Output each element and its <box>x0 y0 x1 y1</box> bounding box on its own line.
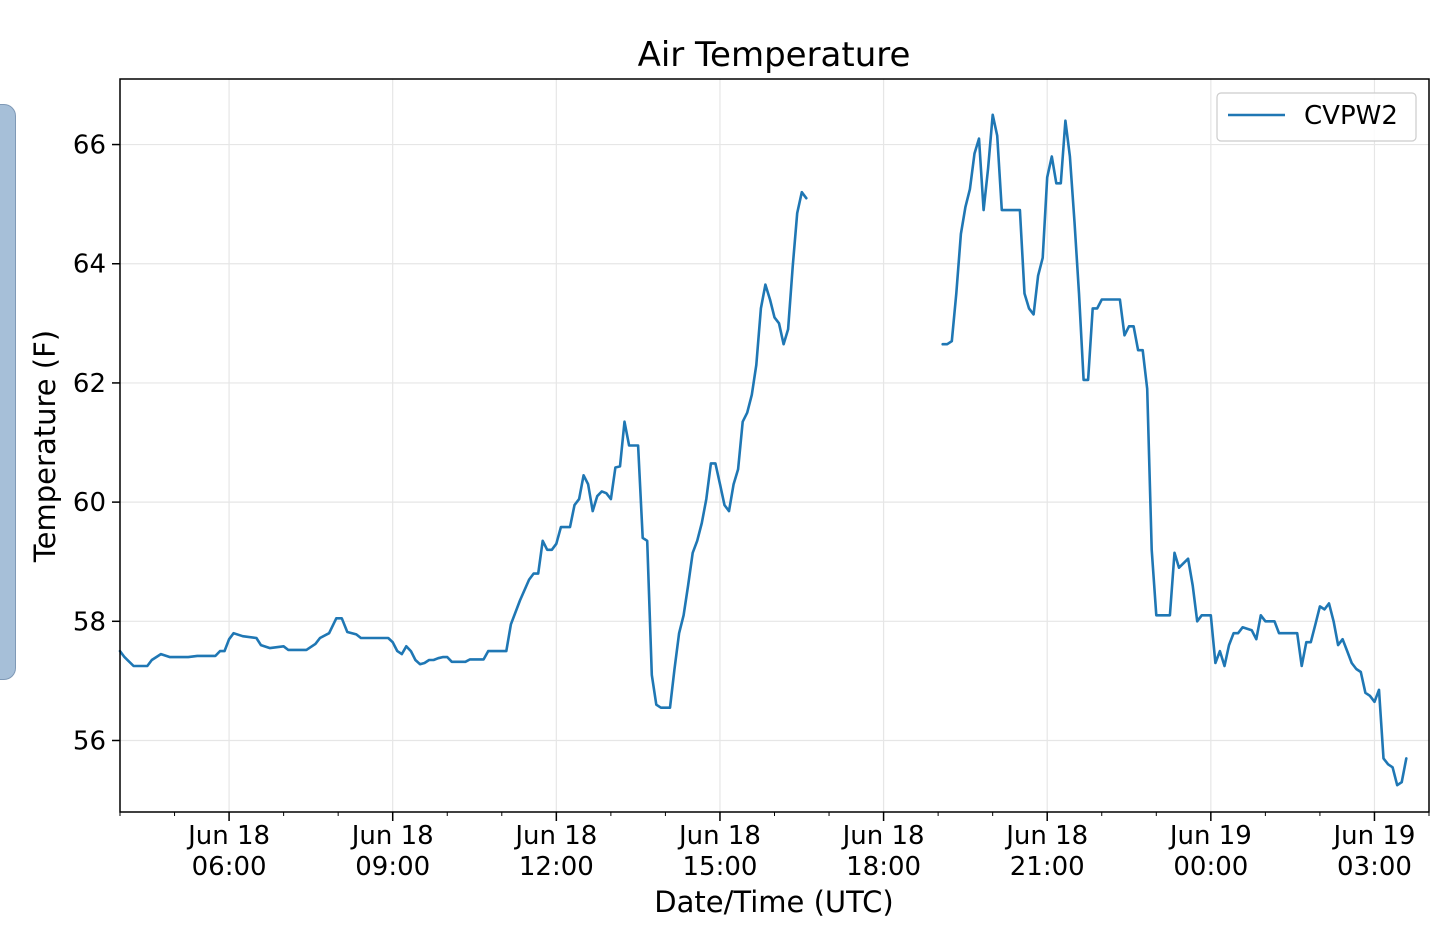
y-tick-label: 64 <box>73 250 106 280</box>
x-tick-label-time: 21:00 <box>1010 852 1085 882</box>
x-tick-label-time: 12:00 <box>519 852 594 882</box>
x-tick-label-date: Jun 18 <box>513 821 597 851</box>
y-tick-label: 62 <box>73 369 106 399</box>
y-tick-label: 58 <box>73 607 106 637</box>
y-axis-label: Temperature (F) <box>28 330 62 563</box>
grid-lines <box>120 79 1429 812</box>
x-tick-label-time: 00:00 <box>1173 852 1248 882</box>
series-line-cvpw2-segment-1 <box>118 190 808 710</box>
x-tick-label-time: 18:00 <box>846 852 921 882</box>
x-tick-label-date: Jun 19 <box>1331 821 1415 851</box>
series-lines <box>118 113 1408 787</box>
plot-area-frame <box>119 78 1430 813</box>
legend-label-cvpw2: CVPW2 <box>1304 101 1398 131</box>
x-tick-label-time: 09:00 <box>355 852 430 882</box>
x-tick-label-time: 03:00 <box>1337 852 1412 882</box>
x-tick-label-date: Jun 19 <box>1168 821 1252 851</box>
x-tick-label-date: Jun 18 <box>1004 821 1088 851</box>
y-tick-label: 60 <box>73 488 106 518</box>
x-tick-label-time: 06:00 <box>192 852 267 882</box>
x-tick-label-date: Jun 18 <box>841 821 925 851</box>
legend-box <box>1216 92 1417 142</box>
x-tick-label-date: Jun 18 <box>350 821 434 851</box>
y-tick-label: 66 <box>73 131 106 161</box>
legend: CVPW2 <box>1216 92 1417 142</box>
x-axis-label: Date/Time (UTC) <box>654 885 893 919</box>
chart-title: Air Temperature <box>638 35 911 75</box>
x-tick-label-date: Jun 18 <box>186 821 270 851</box>
x-tick-label-date: Jun 18 <box>677 821 761 851</box>
y-tick-label: 56 <box>73 726 106 756</box>
x-tick-label-time: 15:00 <box>682 852 757 882</box>
series-line-cvpw2-segment-2 <box>941 113 1408 787</box>
